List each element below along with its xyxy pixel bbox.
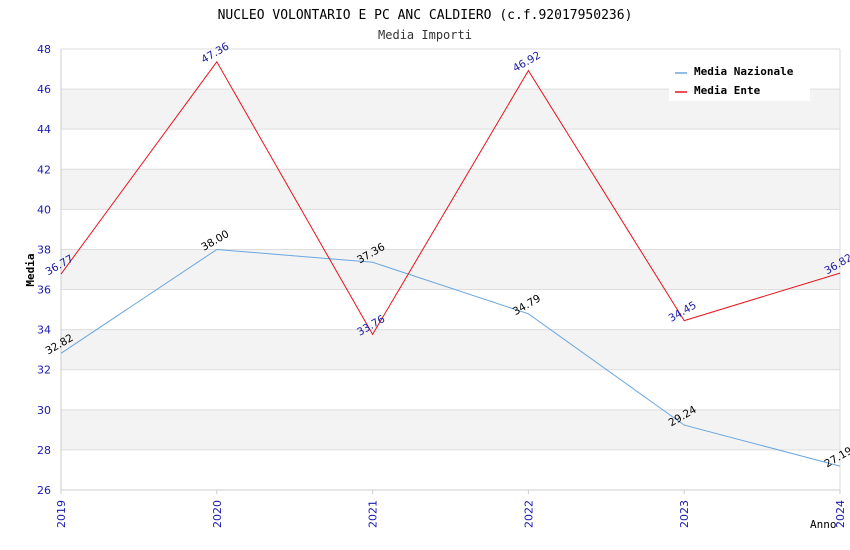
y-tick-label: 28 bbox=[37, 444, 51, 457]
y-tick-label: 34 bbox=[37, 324, 51, 337]
grid-band bbox=[61, 129, 840, 170]
y-tick-label: 48 bbox=[37, 43, 51, 56]
grid-band bbox=[61, 289, 840, 330]
y-axis-label: Media bbox=[24, 253, 37, 286]
grid-band bbox=[61, 369, 840, 410]
grid-band bbox=[61, 209, 840, 250]
y-tick-label: 42 bbox=[37, 163, 51, 176]
x-tick-label: 2020 bbox=[211, 500, 224, 528]
y-tick-label: 44 bbox=[37, 123, 51, 136]
series-line-media-ente bbox=[60, 60, 841, 336]
chart-title: NUCLEO VOLONTARIO E PC ANC CALDIERO (c.f… bbox=[218, 8, 633, 23]
legend-label-media-ente: Media Ente bbox=[694, 84, 761, 97]
y-tick-label: 32 bbox=[37, 364, 51, 377]
legend-label-media-nazionale: Media Nazionale bbox=[694, 65, 794, 78]
y-tick-label: 30 bbox=[37, 404, 51, 417]
grid-band bbox=[61, 449, 840, 490]
series-line-media-nazionale bbox=[60, 248, 841, 467]
y-tick-label: 46 bbox=[37, 83, 51, 96]
x-tick-labels: 2019 2020 2021 2022 2023 2024 bbox=[55, 490, 847, 528]
x-axis-label: Anno bbox=[810, 518, 837, 531]
x-tick-label: 2019 bbox=[55, 500, 68, 528]
grid-band bbox=[61, 249, 840, 290]
grid-band bbox=[61, 329, 840, 370]
y-tick-label: 26 bbox=[37, 484, 51, 497]
y-tick-label: 36 bbox=[37, 284, 51, 297]
chart-subtitle: Media Importi bbox=[378, 28, 472, 42]
x-tick-label: 2021 bbox=[367, 500, 380, 528]
series-layer bbox=[60, 60, 841, 467]
grid-band bbox=[61, 409, 840, 450]
y-tick-label: 38 bbox=[37, 243, 51, 256]
x-tick-label: 2023 bbox=[678, 500, 691, 528]
y-tick-label: 40 bbox=[37, 203, 51, 216]
legend-box bbox=[669, 61, 810, 101]
legend: Media Nazionale Media Ente bbox=[669, 61, 810, 101]
x-tick-label: 2024 bbox=[834, 500, 847, 528]
y-tick-labels: 26 28 30 32 34 36 38 40 42 44 46 48 bbox=[37, 43, 51, 497]
x-tick-label: 2022 bbox=[522, 500, 535, 528]
